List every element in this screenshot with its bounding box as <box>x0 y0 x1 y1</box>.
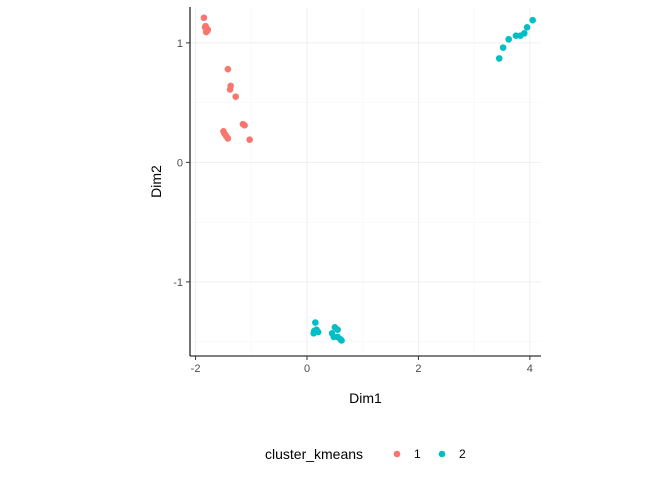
grid <box>190 7 541 356</box>
data-point-cluster-2 <box>334 326 341 334</box>
data-point-cluster-2 <box>312 319 319 326</box>
data-point-cluster-1 <box>226 86 234 93</box>
x-tick-label: 0 <box>304 363 310 375</box>
tick-labels: -2 0 2 4 -1 0 1 <box>173 38 533 375</box>
data-point-cluster-2 <box>499 44 507 51</box>
data-point-cluster-2 <box>505 35 512 43</box>
x-tick-label: 2 <box>415 363 421 375</box>
data-point-cluster-1 <box>224 135 232 142</box>
x-tick-label: 4 <box>527 363 533 375</box>
data-point-cluster-2 <box>523 24 531 31</box>
data-point-cluster-2 <box>313 326 320 334</box>
legend-label-2: 2 <box>459 447 466 461</box>
data-point-cluster-2 <box>495 55 503 62</box>
x-tick-label: -2 <box>191 363 201 375</box>
points <box>200 14 536 344</box>
data-point-cluster-1 <box>241 122 248 129</box>
data-point-cluster-1 <box>200 14 208 22</box>
y-axis-title: Dim2 <box>148 165 164 198</box>
data-point-cluster-2 <box>512 32 520 39</box>
y-tick-label: -1 <box>173 277 183 289</box>
data-point-cluster-1 <box>224 65 232 73</box>
legend-title: cluster_kmeans <box>265 446 363 462</box>
legend-key-1 <box>393 450 401 458</box>
y-tick-label: 0 <box>177 157 183 169</box>
data-point-cluster-2 <box>338 337 345 344</box>
data-point-cluster-2 <box>529 16 536 24</box>
axes <box>186 7 541 360</box>
data-point-cluster-1 <box>232 93 239 100</box>
data-point-cluster-1 <box>246 136 253 143</box>
y-tick-label: 1 <box>177 38 183 50</box>
data-point-cluster-1 <box>201 24 209 31</box>
legend-label-1: 1 <box>414 447 421 461</box>
x-axis-title: Dim1 <box>349 390 382 406</box>
legend-key-2 <box>438 450 446 458</box>
legend: cluster_kmeans 1 2 <box>265 446 466 462</box>
